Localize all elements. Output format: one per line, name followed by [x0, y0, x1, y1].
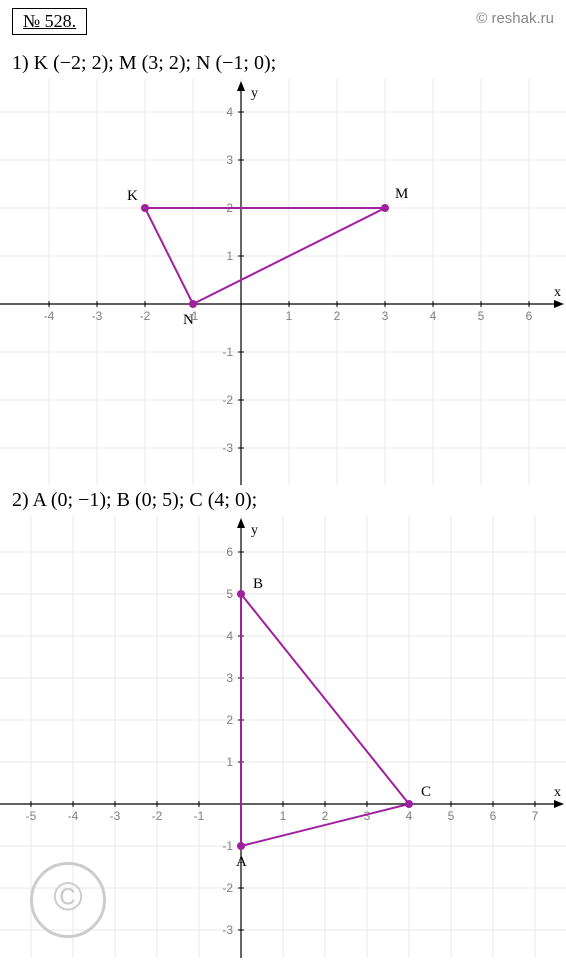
- watermark-text: © reshak.ru: [476, 10, 554, 27]
- svg-text:1: 1: [226, 755, 233, 769]
- svg-text:A: A: [236, 854, 247, 870]
- chart1: -4-3-2-1123456-3-2-11234xyKMN: [0, 79, 566, 485]
- svg-text:4: 4: [430, 309, 437, 323]
- svg-text:-2: -2: [222, 881, 233, 895]
- svg-text:3: 3: [226, 671, 233, 685]
- svg-text:-5: -5: [26, 809, 37, 823]
- chart2-container: -5-4-3-2-11234567-3-2-1123456xyABC ©: [0, 516, 566, 958]
- svg-text:C: C: [421, 784, 431, 800]
- svg-text:-1: -1: [222, 839, 233, 853]
- svg-text:7: 7: [532, 809, 539, 823]
- svg-text:6: 6: [490, 809, 497, 823]
- svg-text:4: 4: [226, 629, 233, 643]
- svg-text:5: 5: [448, 809, 455, 823]
- problem-number-box: № 528.: [12, 8, 87, 35]
- part2-label: 2) A (0; −1); B (0; 5); C (4; 0);: [0, 485, 566, 516]
- svg-text:-4: -4: [68, 809, 79, 823]
- svg-text:-1: -1: [222, 345, 233, 359]
- svg-text:2: 2: [226, 713, 233, 727]
- chart1-container: -4-3-2-1123456-3-2-11234xyKMN: [0, 79, 566, 485]
- svg-text:-2: -2: [152, 809, 163, 823]
- svg-text:B: B: [253, 576, 263, 592]
- svg-text:1: 1: [226, 249, 233, 263]
- svg-text:-2: -2: [140, 309, 151, 323]
- svg-text:-3: -3: [110, 809, 121, 823]
- svg-text:M: M: [395, 186, 408, 202]
- svg-text:x: x: [554, 785, 561, 800]
- svg-text:K: K: [127, 188, 138, 204]
- svg-text:x: x: [554, 285, 561, 300]
- svg-text:1: 1: [280, 809, 287, 823]
- svg-text:6: 6: [526, 309, 533, 323]
- svg-text:6: 6: [226, 545, 233, 559]
- svg-text:5: 5: [478, 309, 485, 323]
- page: № 528. © reshak.ru 1) K (−2; 2); M (3; 2…: [0, 0, 566, 977]
- svg-text:4: 4: [226, 105, 233, 119]
- part1-label: 1) K (−2; 2); M (3; 2); N (−1; 0);: [0, 48, 566, 79]
- svg-text:3: 3: [226, 153, 233, 167]
- svg-text:-1: -1: [194, 809, 205, 823]
- svg-text:-3: -3: [222, 923, 233, 937]
- svg-text:4: 4: [406, 809, 413, 823]
- chart2: -5-4-3-2-11234567-3-2-1123456xyABC: [0, 516, 566, 958]
- svg-text:y: y: [251, 523, 258, 538]
- svg-text:5: 5: [226, 587, 233, 601]
- svg-text:3: 3: [382, 309, 389, 323]
- svg-text:-3: -3: [222, 441, 233, 455]
- svg-text:1: 1: [286, 309, 293, 323]
- svg-text:N: N: [183, 312, 194, 328]
- svg-text:2: 2: [334, 309, 341, 323]
- header: № 528. © reshak.ru: [0, 0, 566, 48]
- svg-text:y: y: [251, 86, 258, 101]
- svg-text:-2: -2: [222, 393, 233, 407]
- svg-text:2: 2: [322, 809, 329, 823]
- svg-text:-3: -3: [92, 309, 103, 323]
- svg-text:-4: -4: [44, 309, 55, 323]
